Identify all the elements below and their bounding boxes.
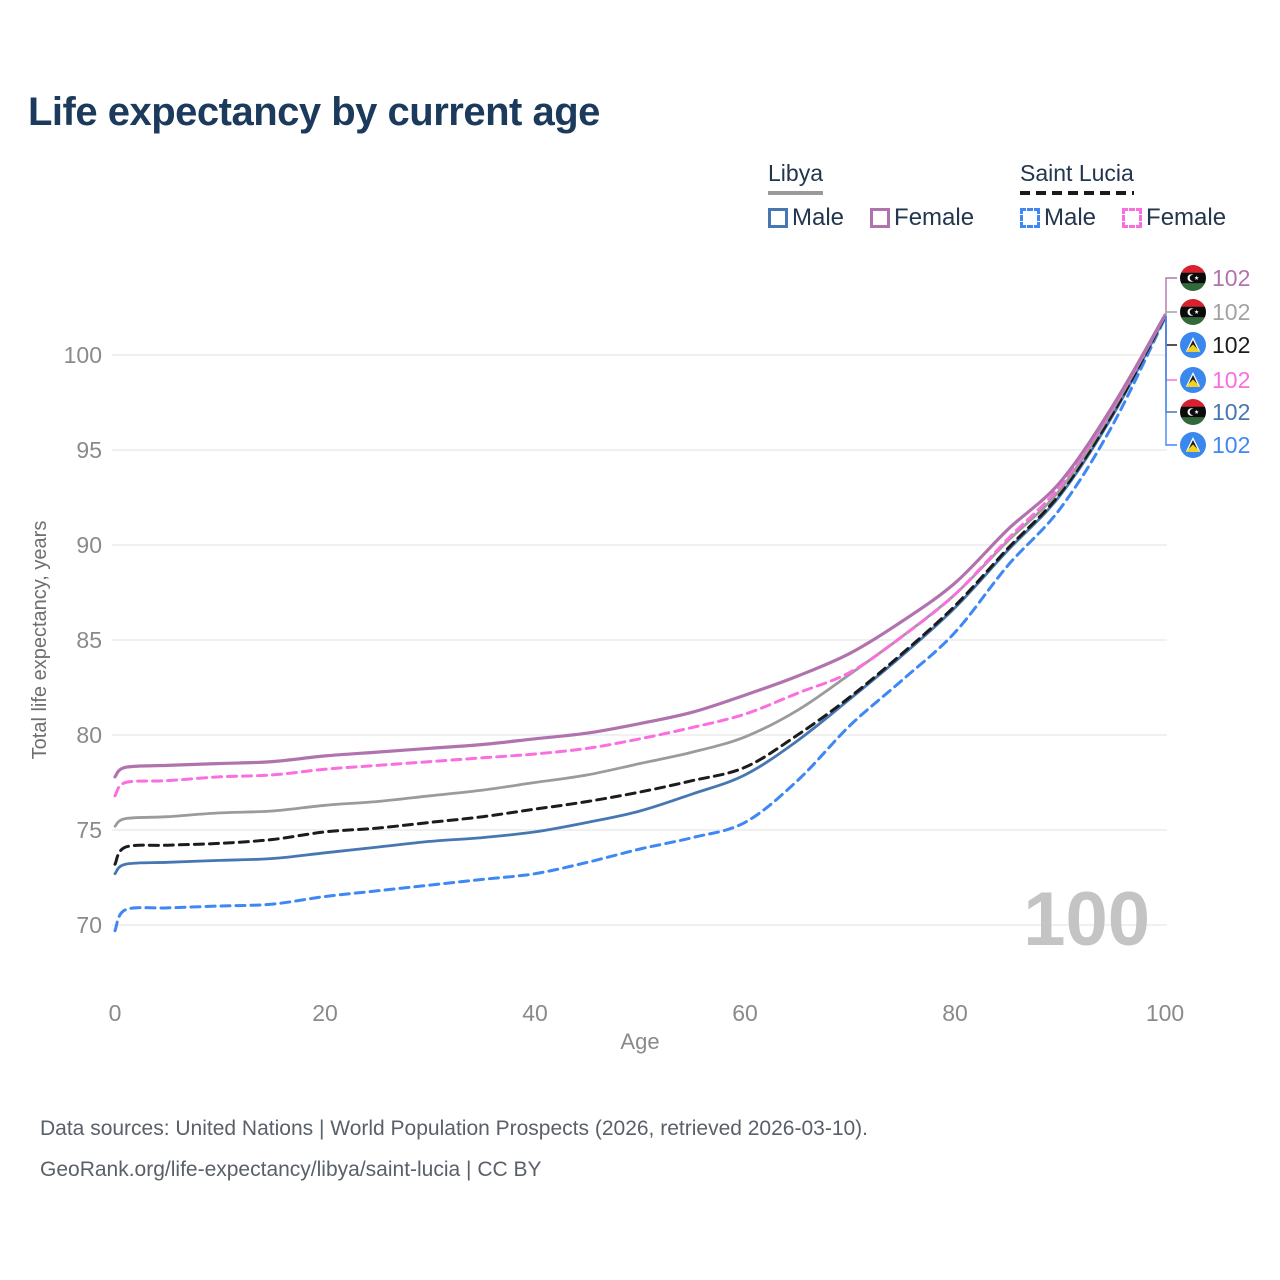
- legend: Libya Male Female Saint Lucia Male: [0, 160, 1280, 240]
- end-label-connector: [1165, 316, 1177, 346]
- end-label-value: 102: [1212, 399, 1250, 425]
- x-tick-label: 40: [522, 1000, 548, 1026]
- flag-icon-libya: [1180, 265, 1206, 291]
- libya-male-swatch[interactable]: [768, 208, 788, 228]
- flag-icon-libya: [1180, 399, 1206, 425]
- x-tick-label: 80: [942, 1000, 968, 1026]
- y-tick-label: 70: [76, 912, 102, 938]
- flag-icon-saint-lucia: [1180, 432, 1206, 458]
- y-tick-label: 100: [64, 342, 102, 368]
- y-tick-label: 75: [76, 817, 102, 843]
- legend-country-saint-lucia: Saint Lucia: [1020, 160, 1134, 195]
- series-line-saint-lucia-female: [113, 314, 1167, 798]
- legend-item-saint-lucia-female[interactable]: Female: [1122, 204, 1226, 232]
- legend-item-libya-female[interactable]: Female: [870, 204, 974, 232]
- saint-lucia-line-sample: [1020, 191, 1134, 195]
- flag-icon-libya: [1180, 299, 1206, 325]
- end-label-value: 102: [1212, 367, 1250, 393]
- attribution-line: GeoRank.org/life-expectancy/libya/saint-…: [40, 1158, 542, 1181]
- end-label-connector: [1165, 316, 1177, 381]
- end-label-value: 102: [1212, 432, 1250, 458]
- x-tick-label: 20: [312, 1000, 338, 1026]
- flag-icon-saint-lucia: [1180, 332, 1206, 358]
- libya-female-swatch[interactable]: [870, 208, 891, 228]
- legend-country-libya: Libya: [768, 160, 823, 195]
- end-label-value: 102: [1212, 265, 1250, 291]
- end-label-connector: [1165, 316, 1177, 413]
- x-tick-label: 100: [1146, 1000, 1184, 1026]
- y-tick-label: 95: [76, 437, 102, 463]
- series-line-libya-total: [113, 314, 1167, 828]
- legend-group-saint-lucia: Saint Lucia Male Female: [1020, 160, 1226, 232]
- libya-line-sample: [768, 191, 823, 195]
- y-tick-label: 80: [76, 722, 102, 748]
- data-sources-line: Data sources: United Nations | World Pop…: [40, 1117, 869, 1140]
- x-tick-label: 60: [732, 1000, 758, 1026]
- saint-lucia-female-swatch[interactable]: [1122, 208, 1143, 228]
- y-tick-label: 85: [76, 627, 102, 653]
- series-line-libya-female: [113, 313, 1167, 779]
- end-label-value: 102: [1212, 332, 1250, 358]
- flag-icon-saint-lucia: [1180, 367, 1206, 393]
- end-label-value: 102: [1212, 299, 1250, 325]
- chart-area: 70 75 80 85 90 95 100 0 20 40 60 80 100 Age Total life…: [0, 250, 1280, 1060]
- series-line-saint-lucia-male: [113, 316, 1167, 933]
- legend-item-saint-lucia-male[interactable]: Male: [1020, 204, 1096, 232]
- series-line-saint-lucia-total: [113, 315, 1167, 866]
- footer: Data sources: United Nations | World Pop…: [40, 1108, 868, 1190]
- legend-group-libya: Libya Male Female: [768, 160, 974, 232]
- age-watermark: 100: [1023, 877, 1150, 962]
- y-axis-title: Total life expectancy, years: [29, 521, 51, 760]
- end-label-connector: [1165, 277, 1177, 317]
- chart-svg: 70 75 80 85 90 95 100 0 20 40 60 80 100 Age Total life…: [29, 265, 1250, 1054]
- legend-item-libya-male[interactable]: Male: [768, 204, 844, 232]
- saint-lucia-male-swatch[interactable]: [1020, 208, 1040, 228]
- x-tick-label: 0: [109, 1000, 122, 1026]
- end-label-connector: [1165, 311, 1177, 317]
- end-label-connector: [1165, 316, 1177, 446]
- x-axis-title: Age: [620, 1029, 659, 1054]
- series-line-libya-male: [113, 315, 1167, 876]
- page-title: Life expectancy by current age: [28, 90, 600, 134]
- y-tick-label: 90: [76, 532, 102, 558]
